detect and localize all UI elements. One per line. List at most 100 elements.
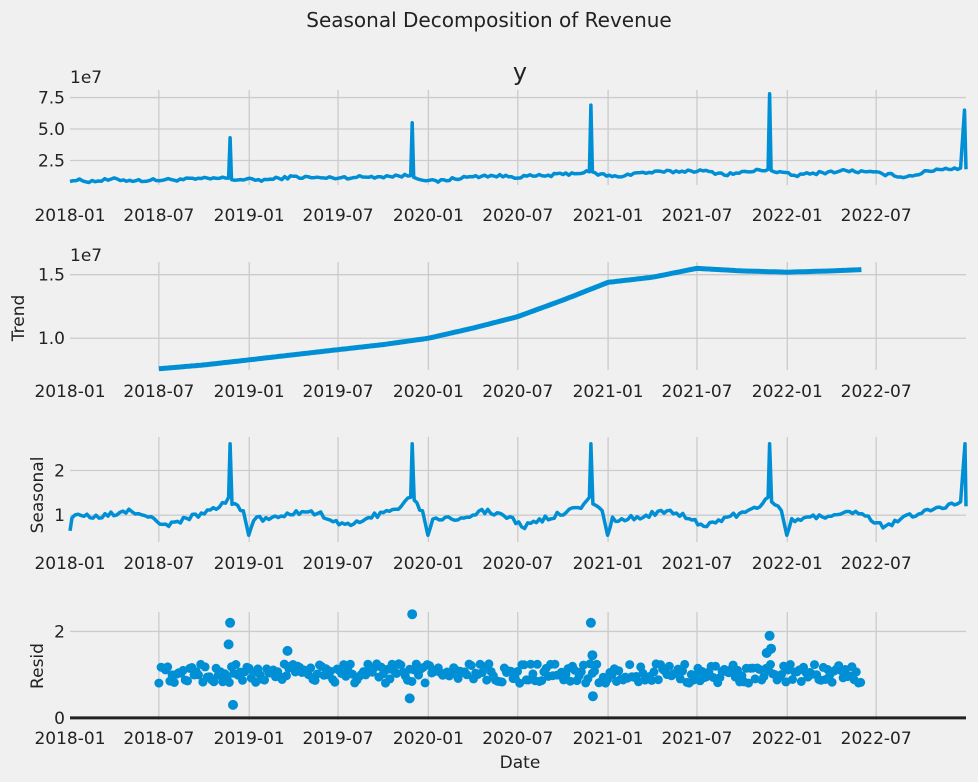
seasonal-panel: 2018-01 2018-07 2019-01 2019-07 2020-01 2020-… — [34, 437, 968, 574]
seasonal-ylabel: Seasonal — [28, 457, 48, 534]
seasonal-x-tick-label: 2022-01 — [752, 554, 823, 574]
resid-point — [827, 677, 837, 687]
resid-point — [647, 675, 657, 685]
resid-point — [856, 677, 866, 687]
observed-panel: 2018-01 2018-07 2019-01 2019-07 2020-01 2020-… — [34, 89, 968, 226]
trend-x-tick-label: 2021-01 — [573, 382, 644, 402]
observed-y-tick-label: 5.0 — [38, 120, 65, 140]
resid-point — [653, 675, 663, 685]
resid-point — [163, 662, 173, 672]
observed-x-tick-label: 2019-01 — [214, 206, 285, 226]
resid-point — [209, 677, 219, 687]
seasonal-x-tick-label: 2020-01 — [393, 554, 464, 574]
resid-point — [306, 663, 316, 673]
observed-x-tick-label: 2021-07 — [661, 206, 732, 226]
observed-x-tick-label: 2022-01 — [752, 206, 823, 226]
observed-x-tick-label: 2022-07 — [841, 206, 912, 226]
resid-x-tick-label: 2021-07 — [661, 729, 732, 749]
resid-outlier-point — [404, 693, 415, 704]
resid-point — [200, 662, 210, 672]
trend-x-tick-label: 2020-01 — [393, 382, 464, 402]
resid-point — [396, 660, 406, 670]
resid-x-tick-label: 2020-07 — [482, 729, 553, 749]
resid-y-tick-label: 0 — [54, 709, 65, 729]
resid-outlier-point — [407, 609, 418, 620]
observed-scale-label: 1e7 — [70, 68, 102, 88]
resid-outlier-point — [764, 630, 775, 641]
resid-point — [590, 666, 599, 676]
seasonal-y-tick-label: 2 — [54, 462, 65, 482]
resid-outlier-point — [587, 691, 598, 702]
resid-point — [532, 659, 542, 669]
resid-point — [744, 678, 753, 688]
resid-outlier-point — [228, 699, 238, 710]
trend-panel: 2018-01 2018-07 2019-01 2019-07 2020-01 2020-… — [34, 262, 966, 402]
resid-point — [224, 678, 234, 687]
resid-outlier-point — [761, 648, 772, 658]
resid-point — [796, 677, 806, 686]
resid-x-tick-label: 2018-07 — [123, 729, 194, 749]
resid-panel: 2018-01 2018-07 2019-01 2019-07 2020-01 2020-… — [34, 609, 966, 749]
resid-point — [466, 661, 476, 670]
figure-title: Seasonal Decomposition of Revenue — [306, 8, 672, 32]
seasonal-x-tick-label: 2019-01 — [214, 554, 285, 574]
resid-point — [537, 676, 547, 686]
observed-x-tick-label: 2020-07 — [482, 206, 553, 226]
resid-point — [506, 666, 516, 676]
trend-x-tick-label: 2019-01 — [214, 382, 285, 402]
observed-x-tick-label: 2021-01 — [573, 206, 644, 226]
trend-x-tick-label: 2022-01 — [752, 382, 823, 402]
resid-point — [330, 677, 340, 687]
seasonal-x-tick-label: 2018-01 — [34, 554, 105, 574]
resid-outlier-point — [585, 617, 596, 628]
resid-outlier-point — [223, 639, 234, 650]
resid-x-tick-label: 2021-01 — [573, 729, 644, 749]
observed-y-tick-label: 2.5 — [38, 151, 65, 171]
resid-point — [664, 661, 674, 671]
seasonal-y-tick-label: 1 — [54, 506, 65, 526]
x-axis-label: Date — [500, 753, 541, 773]
resid-point — [387, 659, 397, 669]
resid-x-tick-label: 2022-01 — [752, 729, 823, 749]
resid-outlier-point — [225, 617, 236, 628]
resid-point — [785, 660, 795, 669]
resid-x-tick-label: 2022-07 — [841, 729, 912, 749]
resid-x-tick-label: 2020-01 — [393, 729, 464, 749]
resid-point — [810, 660, 819, 670]
resid-point — [282, 671, 291, 681]
resid-point — [755, 664, 764, 674]
resid-point — [680, 659, 690, 669]
resid-point — [526, 659, 536, 669]
resid-point — [169, 678, 179, 687]
resid-point — [851, 667, 861, 677]
resid-point — [238, 675, 247, 685]
trend-x-tick-label: 2020-07 — [482, 382, 553, 402]
trend-ylabel: Trend — [9, 295, 29, 343]
resid-point — [550, 659, 560, 669]
observed-x-tick-label: 2020-01 — [393, 206, 464, 226]
resid-point — [625, 660, 635, 670]
resid-point — [565, 676, 575, 686]
resid-point — [592, 659, 602, 669]
trend-x-tick-label: 2021-07 — [661, 382, 732, 402]
trend-y-tick-label: 1.5 — [38, 266, 65, 286]
resid-point — [614, 666, 624, 676]
resid-point — [528, 669, 538, 679]
resid-point — [585, 659, 595, 669]
resid-point — [231, 660, 241, 669]
trend-x-tick-label: 2022-07 — [841, 382, 912, 402]
resid-x-tick-label: 2019-01 — [214, 729, 285, 749]
resid-point — [519, 660, 529, 670]
resid-point — [482, 675, 492, 685]
resid-point — [407, 677, 417, 686]
resid-point — [675, 674, 685, 684]
seasonal-x-tick-label: 2020-07 — [482, 554, 553, 574]
observed-x-tick-label: 2018-01 — [34, 206, 105, 226]
observed-x-tick-label: 2018-07 — [123, 206, 194, 226]
chart-panels: 2018-01 2018-07 2019-01 2019-07 2020-01 2020-… — [34, 89, 968, 749]
resid-point — [788, 675, 797, 684]
observed-panel-title: y — [513, 58, 527, 86]
trend-x-tick-label: 2018-07 — [123, 382, 194, 402]
resid-ylabel: Resid — [28, 643, 48, 689]
resid-point — [484, 659, 494, 669]
